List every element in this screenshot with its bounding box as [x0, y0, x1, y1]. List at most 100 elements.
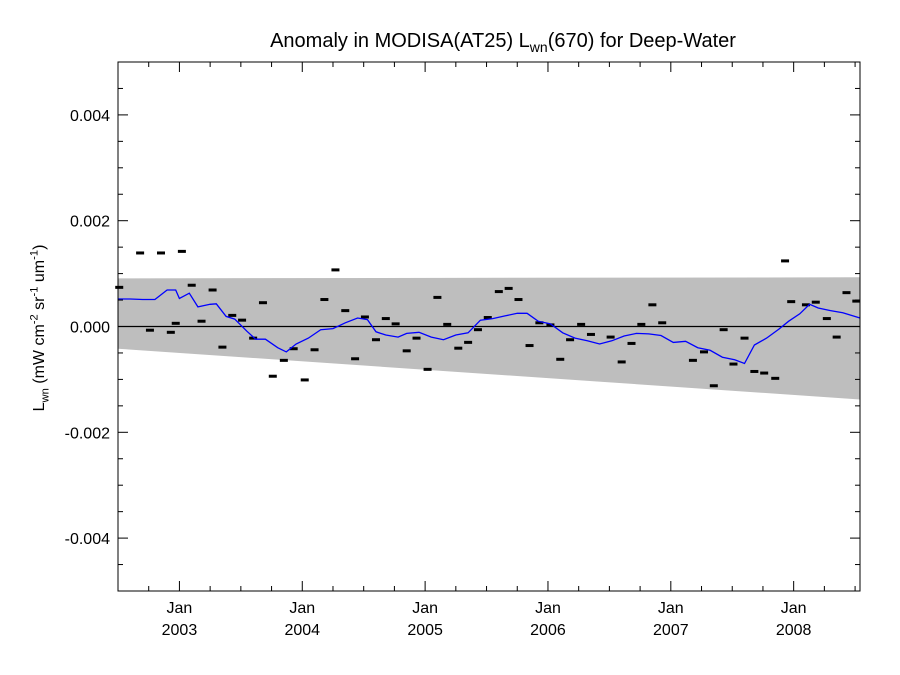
y-tick-label: 0.002 — [70, 214, 110, 231]
data-point — [289, 347, 298, 351]
data-point — [781, 259, 790, 263]
data-point — [402, 349, 411, 353]
data-point — [331, 268, 340, 272]
data-point — [371, 338, 380, 342]
data-point — [852, 299, 861, 303]
data-point — [145, 328, 154, 332]
data-point — [238, 318, 247, 322]
x-tick-label-month: Jan — [289, 600, 315, 617]
data-point — [310, 348, 319, 352]
data-point — [801, 303, 810, 307]
x-tick-label-month: Jan — [658, 600, 684, 617]
data-point — [115, 285, 124, 289]
data-point — [750, 369, 759, 373]
data-point — [627, 341, 636, 345]
y-axis-label-part: (mW cm — [31, 324, 49, 389]
data-point — [208, 288, 217, 292]
data-point — [577, 322, 586, 326]
data-point — [556, 357, 565, 361]
y-tick-label: -0.002 — [65, 425, 110, 442]
data-point — [811, 300, 820, 304]
chart-title-text-end: (670) for Deep-Water — [547, 30, 736, 52]
data-point — [566, 338, 575, 342]
data-point — [136, 251, 145, 255]
data-point — [504, 286, 513, 290]
data-point — [300, 378, 309, 382]
data-point — [771, 376, 780, 380]
data-point — [166, 330, 175, 334]
x-tick-label-year: 2006 — [530, 622, 566, 639]
x-tick-label-year: 2008 — [776, 622, 812, 639]
data-point — [586, 332, 595, 336]
plot-area — [115, 61, 861, 592]
data-point — [258, 301, 267, 305]
x-tick-label-month: Jan — [412, 600, 438, 617]
data-point — [268, 374, 277, 378]
y-axis-label-part: L — [31, 402, 49, 412]
y-tick-label: 0.004 — [70, 108, 110, 125]
data-point — [171, 321, 180, 325]
y-axis-label-sup: -1 — [28, 286, 41, 297]
data-point — [729, 362, 738, 366]
data-point — [822, 317, 831, 321]
data-point — [187, 283, 196, 287]
x-tick-label-month: Jan — [535, 600, 561, 617]
data-point — [688, 358, 697, 362]
data-point — [423, 367, 432, 371]
data-point — [740, 336, 749, 340]
data-point — [464, 340, 473, 344]
data-point — [341, 309, 350, 313]
x-tick-label-month: Jan — [781, 600, 807, 617]
y-tick-label: 0.000 — [70, 320, 110, 337]
data-point — [719, 328, 728, 332]
x-tick-label-month: Jan — [167, 600, 193, 617]
data-point — [249, 336, 258, 340]
data-point — [177, 249, 186, 253]
running-mean-line — [118, 289, 861, 365]
uncertainty-band — [118, 277, 860, 400]
data-point — [494, 290, 503, 294]
data-point — [320, 298, 329, 302]
data-point — [546, 323, 555, 327]
data-point — [514, 298, 523, 302]
data-point — [391, 322, 400, 326]
data-point — [443, 322, 452, 326]
data-point — [709, 384, 718, 388]
data-point — [617, 360, 626, 364]
data-point — [454, 346, 463, 350]
data-point — [360, 315, 369, 319]
x-tick-label-year: 2005 — [407, 622, 443, 639]
data-point — [842, 291, 851, 295]
data-point — [658, 321, 667, 325]
data-point — [279, 358, 288, 362]
data-point — [381, 317, 390, 321]
y-axis-label: Lwn (mW cm-2 sr-1 um-1) — [29, 245, 52, 412]
data-point — [228, 313, 237, 317]
y-tick-label: -0.004 — [65, 531, 110, 548]
y-axis-label-sub: wn — [39, 388, 52, 403]
data-point — [787, 300, 796, 304]
y-axis-label-sup: -2 — [28, 314, 41, 325]
data-point — [473, 328, 482, 332]
data-point — [637, 322, 646, 326]
data-point — [156, 251, 165, 255]
data-point — [760, 371, 769, 375]
data-point — [535, 321, 544, 325]
data-point — [606, 335, 615, 339]
chart-title: Anomaly in MODISA(AT25) Lwn(670) for Dee… — [0, 30, 900, 55]
data-point — [412, 336, 421, 340]
y-axis-label-part: um — [31, 259, 49, 287]
data-point — [197, 319, 206, 323]
data-point — [832, 335, 841, 339]
data-point — [699, 350, 708, 354]
y-axis-label-sup: -1 — [28, 249, 41, 260]
data-point — [483, 316, 492, 320]
data-point — [648, 303, 657, 307]
x-tick-label-year: 2004 — [284, 622, 320, 639]
x-tick-label-year: 2007 — [653, 622, 689, 639]
y-axis-label-part: sr — [31, 296, 49, 315]
chart-title-text: Anomaly in MODISA(AT25) L — [270, 30, 530, 52]
y-axis-label-part: ) — [31, 244, 49, 250]
data-point — [218, 345, 227, 349]
